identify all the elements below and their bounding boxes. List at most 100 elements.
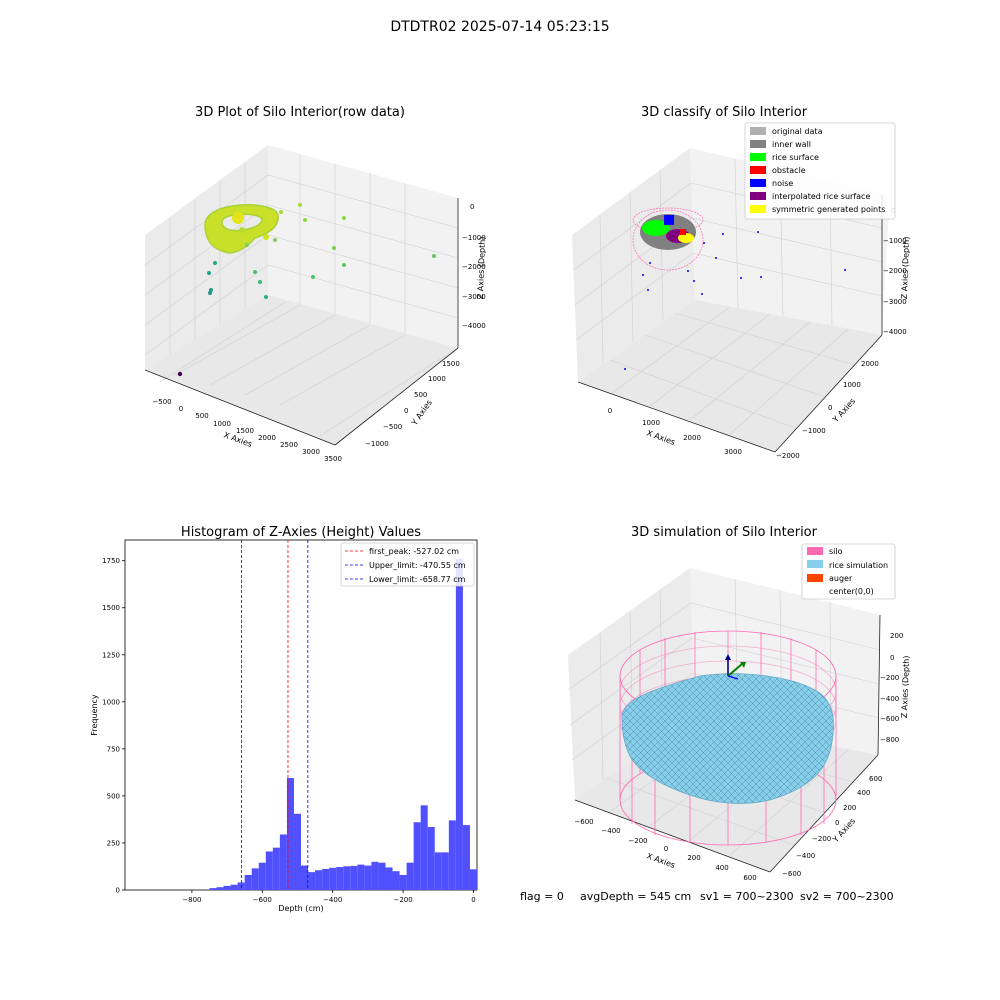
status-sv2: sv2 = 700~2300 — [800, 890, 894, 903]
classify-noise-point — [757, 231, 759, 233]
legend-swatch — [807, 547, 823, 555]
sim-z-tick: −400 — [880, 695, 899, 703]
raw-point — [279, 210, 283, 214]
raw-point — [298, 203, 302, 207]
sim-y-tick: 0 — [835, 819, 839, 827]
classify-x-tick: 3000 — [724, 448, 742, 456]
classify-y-tick: −2000 — [776, 452, 800, 460]
hist-bar — [308, 872, 316, 890]
raw-z-tick: −2000 — [462, 263, 486, 271]
classify-noise-point — [649, 262, 651, 264]
panel-classify-3d: 3D classify of Silo Interior — [572, 105, 911, 460]
legend-label: center(0,0) — [829, 587, 874, 596]
sim-x-tick: 400 — [715, 864, 728, 872]
hist-bar — [448, 820, 456, 890]
hist-bar — [336, 867, 344, 890]
hist-bar — [286, 778, 294, 890]
raw-y-label: Y Axies — [409, 398, 434, 428]
raw-y-tick: 1500 — [442, 360, 460, 368]
raw-point — [342, 216, 346, 220]
sim-y-tick: −400 — [796, 852, 815, 860]
hist-y-tick-label: 1500 — [102, 604, 120, 612]
raw-z-tick: −1000 — [462, 234, 486, 242]
classify-obstacle — [680, 229, 686, 235]
hist-bar — [244, 874, 252, 890]
hist-bar — [385, 867, 393, 890]
classify-y-tick: 1000 — [843, 381, 861, 389]
legend-label: auger — [829, 574, 853, 583]
raw-x-tick: 0 — [179, 405, 183, 413]
hist-bar — [322, 868, 330, 890]
raw-y-tick: −1000 — [365, 440, 389, 448]
raw-point — [311, 275, 315, 279]
raw-point — [263, 234, 269, 240]
hist-y-tick-label: 1250 — [102, 651, 120, 659]
legend-swatch — [750, 192, 766, 200]
classify-noise-point — [703, 242, 705, 244]
sim-x-tick: 600 — [743, 874, 756, 882]
hist-y-tick-label: 750 — [107, 745, 120, 753]
classify-z-tick: −2000 — [883, 267, 907, 275]
raw-x-tick: 2500 — [280, 441, 298, 449]
legend-swatch — [750, 153, 766, 161]
raw-point — [213, 261, 217, 265]
panel-raw-3d: 3D Plot of Silo Interior(row data) — [144, 105, 487, 463]
classify-noise-point — [740, 277, 742, 279]
sim-x-tick: −600 — [574, 818, 593, 826]
hist-bar — [413, 822, 421, 890]
hist-bar — [462, 825, 470, 890]
panel-classify-title: 3D classify of Silo Interior — [641, 105, 808, 120]
hist-bar — [265, 851, 273, 890]
hist-bar — [469, 869, 477, 890]
hist-bar — [230, 884, 238, 890]
legend-label: symmetric generated points — [772, 205, 885, 214]
legend-label: silo — [829, 547, 843, 556]
raw-x-tick: −500 — [152, 398, 171, 406]
hist-bar — [392, 871, 400, 890]
raw-point — [273, 238, 277, 242]
legend-swatch — [750, 205, 766, 213]
raw-z-tick: −3000 — [462, 293, 486, 301]
hist-bar — [364, 865, 372, 890]
sim-x-tick: 0 — [664, 845, 668, 853]
raw-point-cloud — [177, 203, 436, 377]
sim-y-tick: 600 — [869, 775, 882, 783]
sim-x-tick: 200 — [687, 854, 700, 862]
hist-bar — [272, 847, 280, 890]
sim-y-tick: 400 — [857, 789, 870, 797]
classify-y-tick: 2000 — [861, 360, 879, 368]
sim-x-label: X Axies — [645, 851, 676, 870]
sim-z-tick: 200 — [890, 632, 903, 640]
classify-z-tick: −3000 — [883, 298, 907, 306]
hist-bar — [441, 852, 449, 890]
sim-y-tick: 200 — [843, 804, 856, 812]
legend-label: rice simulation — [829, 561, 888, 570]
legend-first-peak: first_peak: -527.02 cm — [369, 547, 459, 556]
raw-point — [253, 270, 257, 274]
status-sv1: sv1 = 700~2300 — [700, 890, 794, 903]
classify-y-tick: −1000 — [802, 427, 826, 435]
panel-simulation-3d: 3D simulation of Silo Interior — [567, 525, 911, 882]
hist-bar — [223, 885, 231, 890]
hist-bar — [258, 862, 266, 890]
sim-z-tick: −200 — [880, 674, 899, 682]
hist-bar — [329, 867, 337, 890]
hist-x-tick-label: −200 — [393, 896, 412, 904]
raw-y-tick: −500 — [383, 423, 402, 431]
legend-swatch — [750, 140, 766, 148]
classify-z-tick: −4000 — [883, 328, 907, 336]
classify-x-label: X Axies — [645, 428, 676, 447]
classify-x-tick: 1000 — [642, 419, 660, 427]
hist-y-tick-label: 250 — [107, 839, 120, 847]
raw-x-tick: 2000 — [258, 434, 276, 442]
classify-noise-point — [701, 293, 703, 295]
hist-x-tick-label: −800 — [182, 896, 201, 904]
hist-legend: first_peak: -527.02 cm Upper_limit: -470… — [340, 542, 475, 587]
hist-bar — [279, 834, 287, 890]
raw-y-tick: 0 — [404, 407, 408, 415]
panel-histogram: Histogram of Z-Axies (Height) Values −80… — [90, 525, 478, 913]
hist-bar — [237, 882, 245, 890]
classify-z-label: Z Axies (Depth) — [900, 236, 911, 299]
